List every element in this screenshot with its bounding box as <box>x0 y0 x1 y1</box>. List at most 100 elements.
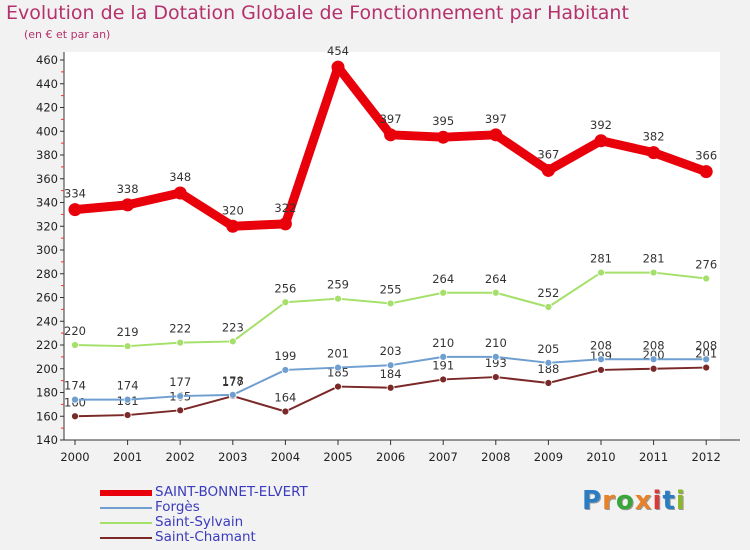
data-label: 199 <box>274 349 296 363</box>
data-point <box>597 366 605 374</box>
y-tick-label: 160 <box>36 409 58 423</box>
legend-item: SAINT-BONNET-ELVERT <box>100 485 400 500</box>
data-point <box>541 163 555 177</box>
data-label: 201 <box>327 347 349 361</box>
y-tick-label: 460 <box>36 53 58 67</box>
data-point <box>123 395 132 404</box>
y-tick-label: 300 <box>36 243 58 257</box>
data-point <box>594 134 608 148</box>
data-point <box>334 363 342 372</box>
data-point <box>649 355 658 364</box>
y-tick-label: 220 <box>36 338 58 352</box>
y-tick-label: 240 <box>36 314 58 328</box>
data-point <box>544 379 553 387</box>
data-label: 223 <box>222 320 244 334</box>
y-tick-label: 320 <box>36 219 58 233</box>
data-point <box>176 338 185 347</box>
data-label: 264 <box>432 272 454 286</box>
data-label: 208 <box>695 338 717 352</box>
x-tick-label: 2007 <box>429 450 458 464</box>
x-tick-label: 2005 <box>323 450 352 464</box>
data-label: 177 <box>222 375 244 389</box>
data-point <box>281 407 290 416</box>
data-point <box>226 219 240 233</box>
data-point <box>702 363 711 372</box>
data-point <box>699 165 713 179</box>
y-tick-label: 140 <box>36 433 58 447</box>
x-tick-label: 2009 <box>534 450 563 464</box>
data-point <box>491 373 500 381</box>
data-point <box>278 217 292 231</box>
logo-letter: i <box>652 486 663 516</box>
y-tick-label: 180 <box>36 386 58 400</box>
data-label: 178 <box>222 374 244 388</box>
legend: SAINT-BONNET-ELVERT Forgès Saint-Sylvain… <box>100 485 400 545</box>
data-point <box>228 337 237 346</box>
data-point <box>702 355 711 364</box>
data-label: 320 <box>222 203 244 217</box>
logo-letter: t <box>662 486 676 516</box>
data-label: 188 <box>537 362 559 376</box>
data-label: 348 <box>169 170 191 184</box>
proxiti-logo: Proxiti <box>582 486 686 516</box>
data-point <box>597 268 605 277</box>
data-label: 203 <box>380 344 402 358</box>
logo-letter: x <box>634 486 653 516</box>
data-point <box>71 395 79 404</box>
y-tick-label: 420 <box>36 101 58 115</box>
data-label: 334 <box>64 187 86 201</box>
data-label: 366 <box>695 149 717 163</box>
data-label: 164 <box>274 391 296 405</box>
data-point <box>176 406 185 415</box>
data-point <box>544 358 553 367</box>
plot-area <box>64 52 720 440</box>
chart-subtitle: (en € et par an) <box>24 28 111 41</box>
x-tick-label: 2002 <box>166 450 195 464</box>
legend-swatch <box>100 490 152 496</box>
data-label: 208 <box>643 338 665 352</box>
legend-swatch <box>100 522 152 524</box>
data-label: 174 <box>64 379 86 393</box>
legend-swatch <box>100 537 152 539</box>
legend-item: Saint-Sylvain <box>100 515 400 530</box>
data-label: 220 <box>64 324 86 338</box>
data-label: 255 <box>380 282 402 296</box>
data-label: 256 <box>274 281 296 295</box>
data-point <box>71 412 79 421</box>
x-tick-label: 2000 <box>60 450 89 464</box>
data-label: 367 <box>537 147 559 161</box>
data-point <box>71 341 79 349</box>
data-point <box>491 288 500 297</box>
data-point <box>281 298 290 307</box>
data-point <box>68 203 82 217</box>
data-label: 210 <box>485 336 507 350</box>
data-label: 191 <box>432 358 454 372</box>
x-tick-label: 2004 <box>271 450 300 464</box>
legend-label: Forgès <box>155 499 200 515</box>
data-point <box>439 375 448 384</box>
data-point <box>123 411 132 419</box>
y-tick-label: 400 <box>36 124 58 138</box>
legend-swatch <box>100 507 152 509</box>
data-label: 382 <box>643 130 665 144</box>
data-point <box>597 355 605 364</box>
data-label: 208 <box>590 338 612 352</box>
legend-item: Forgès <box>100 500 400 515</box>
data-label: 222 <box>169 322 191 336</box>
data-label: 392 <box>590 118 612 132</box>
data-point <box>702 274 711 283</box>
data-point <box>436 130 450 144</box>
data-label: 177 <box>169 375 191 389</box>
data-point <box>334 382 342 391</box>
y-tick-label: 260 <box>36 291 58 305</box>
y-tick-label: 380 <box>36 148 58 162</box>
x-tick-label: 2010 <box>586 450 615 464</box>
data-point <box>331 60 345 74</box>
data-label: 397 <box>380 112 402 126</box>
data-label: 259 <box>327 278 349 292</box>
data-label: 281 <box>590 252 612 266</box>
x-tick-label: 2011 <box>639 450 668 464</box>
data-label: 205 <box>537 342 559 356</box>
data-label: 252 <box>537 286 559 300</box>
data-label: 210 <box>432 336 454 350</box>
